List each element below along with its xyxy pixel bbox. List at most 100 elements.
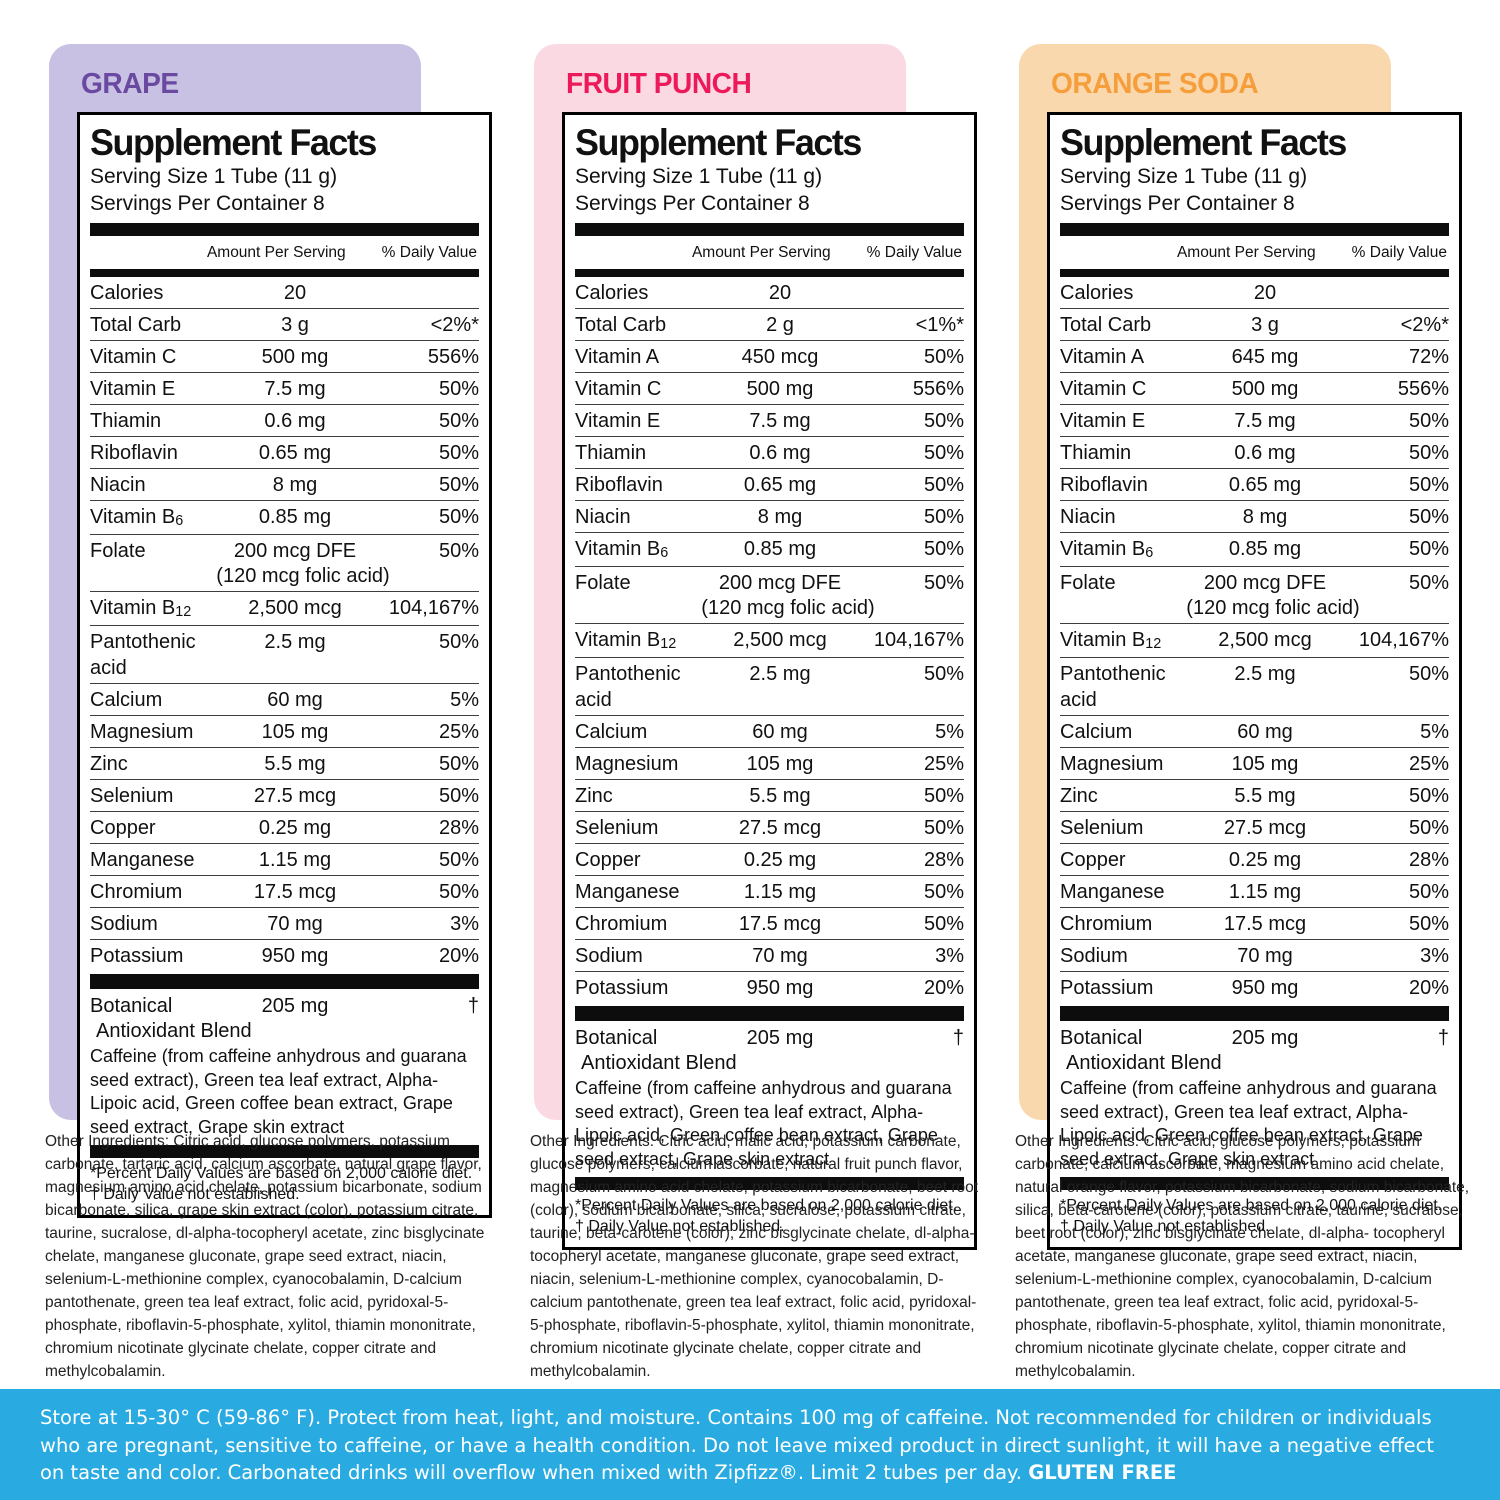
nutrient-row: Zinc 5.5 mg 50%: [1060, 779, 1449, 811]
nutrient-amount: 950 mg: [1231, 977, 1299, 999]
botanical-name: Botanical: [90, 995, 173, 1017]
footnote-line1: *Percent Daily Values are based on 2,000…: [90, 1165, 473, 1182]
nutrient-name: Total Carb: [90, 314, 182, 336]
nutrient-amount: 60 mg: [752, 721, 808, 743]
nutrient-row: Thiamin 0.6 mg 50%: [1060, 436, 1449, 468]
nutrient-daily-value: 5%: [1420, 721, 1449, 743]
nutrient-daily-value: 50%: [1408, 817, 1449, 839]
nutrient-note: (120 mcg folic acid): [178, 564, 479, 589]
nutrient-row: Chromium 17.5 mcg 50%: [575, 907, 964, 939]
supplement-facts-box: Supplement Facts Serving Size 1 Tube (11 …: [77, 112, 492, 1218]
nutrient-name: Pantothenic acid: [575, 663, 681, 711]
nutrient-row: Vitamin B6 0.85 mg 50%: [575, 532, 964, 566]
nutrient-name: Folate: [575, 572, 631, 594]
column-headers: Amount Per Serving % Daily Value: [575, 236, 964, 269]
amount-per-serving-header: Amount Per Serving: [206, 244, 346, 261]
nutrient-row: Riboflavin 0.65 mg 50%: [90, 436, 479, 468]
nutrient-daily-value: 28%: [923, 849, 964, 871]
nutrient-amount: 105 mg: [746, 753, 814, 775]
nutrient-name: Selenium: [575, 817, 659, 839]
nutrient-name: Vitamin B12: [90, 597, 192, 621]
nutrient-daily-value: 104,167%: [1358, 629, 1449, 651]
nutrient-row: Folate 200 mcg DFE 50% (120 mcg folic acid): [90, 534, 479, 591]
nutrient-daily-value: 50%: [438, 540, 479, 562]
nutrient-name: Zinc: [575, 785, 613, 807]
nutrient-name: Pantothenic acid: [1060, 663, 1166, 711]
nutrient-name: Selenium: [90, 785, 174, 807]
nutrient-daily-value: <1%*: [915, 314, 964, 336]
nutrient-daily-value: 3%: [450, 913, 479, 935]
nutrient-row: Chromium 17.5 mcg 50%: [1060, 907, 1449, 939]
nutrient-name: Potassium: [1060, 977, 1154, 999]
nutrient-amount: 17.5 mcg: [738, 913, 822, 935]
nutrient-row: Vitamin E 7.5 mg 50%: [1060, 404, 1449, 436]
nutrient-amount: 3 g: [1251, 314, 1279, 336]
nutrient-amount: 200 mcg DFE: [233, 540, 357, 562]
nutrient-name: Copper: [575, 849, 641, 871]
nutrient-daily-value: 20%: [1408, 977, 1449, 999]
nutrient-name: Calcium: [90, 689, 163, 711]
nutrient-row: Vitamin B6 0.85 mg 50%: [1060, 532, 1449, 566]
nutrient-name: Potassium: [90, 945, 184, 967]
nutrient-name: Magnesium: [90, 721, 194, 743]
nutrient-amount: 500 mg: [1231, 378, 1299, 400]
nutrient-daily-value: 5%: [935, 721, 964, 743]
nutrient-name: Vitamin B12: [575, 629, 677, 653]
nutrient-daily-value: 50%: [438, 506, 479, 528]
nutrient-daily-value: 50%: [1408, 785, 1449, 807]
nutrient-amount: 0.85 mg: [258, 506, 332, 528]
nutrient-row: Sodium 70 mg 3%: [575, 939, 964, 971]
nutrient-name: Magnesium: [1060, 753, 1164, 775]
botanical-name: Botanical: [575, 1027, 658, 1049]
divider-bar: [575, 269, 964, 277]
botanical-blend-section: Botanical 205 mg † Antioxidant Blend Caffein…: [1060, 1021, 1449, 1177]
flavor-panel: FRUIT PUNCH Supplement Facts Serving Size …: [530, 0, 1015, 1500]
nutrient-amount: 1.15 mg: [1228, 881, 1302, 903]
nutrient-daily-value: 3%: [935, 945, 964, 967]
supplement-facts-title: Supplement Facts: [90, 122, 377, 163]
nutrient-name: Riboflavin: [1060, 474, 1148, 496]
nutrient-daily-value: 50%: [1408, 663, 1449, 685]
nutrient-amount: 0.6 mg: [264, 410, 326, 432]
daily-value-header: % Daily Value: [381, 244, 477, 261]
botanical-dagger: †: [952, 1027, 964, 1049]
nutrient-amount: 0.25 mg: [743, 849, 817, 871]
nutrient-name: Potassium: [575, 977, 669, 999]
footnote-line2: † Daily Value not established.: [575, 1217, 785, 1235]
nutrient-daily-value: 50%: [438, 785, 479, 807]
nutrient-daily-value: 25%: [923, 753, 964, 775]
nutrient-daily-value: 50%: [923, 663, 964, 685]
nutrient-amount: 27.5 mcg: [738, 817, 822, 839]
nutrient-daily-value: 50%: [923, 817, 964, 839]
serving-size: Serving Size 1 Tube (11 g): [90, 165, 338, 188]
nutrient-row: Folate 200 mcg DFE 50% (120 mcg folic acid): [575, 566, 964, 623]
nutrient-row: Copper 0.25 mg 28%: [575, 843, 964, 875]
nutrient-amount: 27.5 mcg: [253, 785, 337, 807]
nutrient-daily-value: 20%: [438, 945, 479, 967]
flavor-title: FRUIT PUNCH: [566, 68, 752, 100]
botanical-description: Caffeine (from caffeine anhydrous and gu…: [575, 1078, 952, 1169]
nutrient-amount: 0.65 mg: [1228, 474, 1302, 496]
nutrient-note: (120 mcg folic acid): [1148, 596, 1449, 621]
nutrient-daily-value: 50%: [923, 474, 964, 496]
nutrient-amount: 0.85 mg: [1228, 538, 1302, 560]
nutrient-row: Vitamin B12 2,500 mcg 104,167%: [575, 623, 964, 657]
nutrient-name: Vitamin B12: [1060, 629, 1162, 653]
nutrient-name: Manganese: [575, 881, 680, 903]
nutrient-daily-value: 28%: [438, 817, 479, 839]
supplement-facts-box: Supplement Facts Serving Size 1 Tube (11 …: [562, 112, 977, 1250]
nutrient-amount: 5.5 mg: [264, 753, 326, 775]
nutrient-rows: Calories 20 Total Carb 3 g <2%* Vitamin A 645 …: [1060, 277, 1449, 1003]
nutrient-name: Zinc: [90, 753, 128, 775]
nutrient-name: Thiamin: [575, 442, 647, 464]
storage-notice-bar: Store at 15-30° C (59-86° F). Protect fr…: [0, 1389, 1500, 1500]
footnote: *Percent Daily Values are based on 2,000…: [1060, 1190, 1449, 1237]
supplement-facts-title: Supplement Facts: [1060, 122, 1347, 163]
nutrient-amount: 2.5 mg: [1234, 663, 1296, 685]
nutrient-name: Sodium: [575, 945, 643, 967]
flavor-panel: ORANGE SODA Supplement Facts Serving Size …: [1015, 0, 1500, 1500]
nutrient-row: Vitamin E 7.5 mg 50%: [575, 404, 964, 436]
nutrient-amount: 7.5 mg: [264, 378, 326, 400]
serving-size: Serving Size 1 Tube (11 g): [1060, 165, 1308, 188]
nutrient-daily-value: 556%: [427, 346, 479, 368]
